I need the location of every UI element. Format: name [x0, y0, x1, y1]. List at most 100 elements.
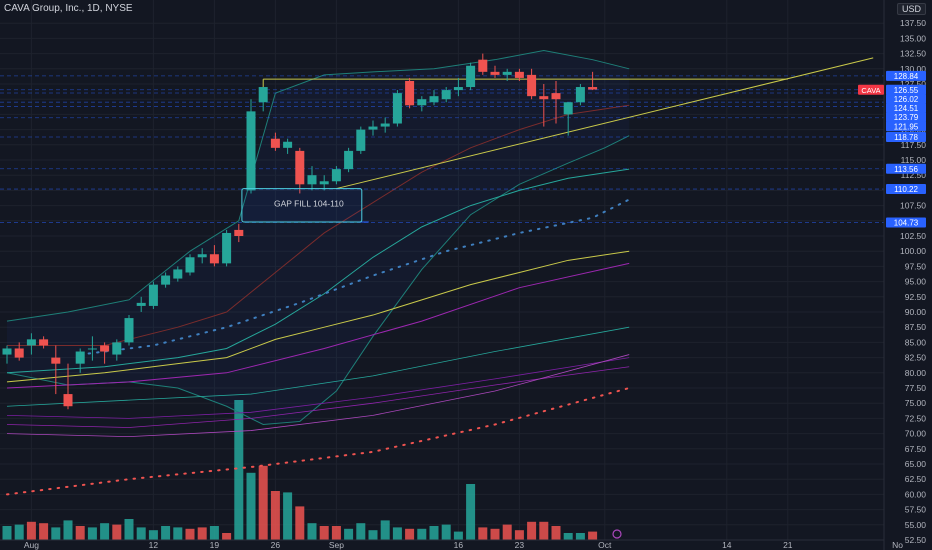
x-tick-label: No	[892, 540, 903, 550]
candle-body	[295, 150, 305, 185]
price-badge-text: 110.22	[894, 185, 918, 194]
volume-bar	[124, 519, 134, 540]
volume-bar	[588, 531, 598, 540]
candlesticks	[2, 53, 622, 539]
y-tick-label: 115.00	[901, 155, 927, 165]
candle-body	[161, 275, 171, 285]
y-tick-label: 117.50	[901, 140, 927, 150]
price-badge-text: 126.55	[894, 86, 919, 95]
overlay-ema-teal	[6, 168, 630, 374]
x-tick-label: 14	[722, 540, 732, 550]
y-tick-label: 75.00	[905, 398, 927, 408]
volume-bars	[2, 400, 598, 540]
y-tick-label: 112.50	[901, 170, 927, 180]
volume-bar	[307, 523, 317, 540]
x-tick-label: 19	[210, 540, 220, 550]
overlay-sma-purple2	[6, 357, 630, 419]
trend-line	[336, 57, 874, 190]
candle-body	[100, 345, 110, 352]
y-tick-label: 127.50	[900, 79, 926, 89]
y-tick-label: 85.00	[905, 337, 927, 347]
price-badge-text: 104.73	[894, 218, 919, 227]
candle-body	[26, 339, 36, 346]
y-tick-label: 65.00	[905, 459, 927, 469]
y-tick-label: 92.50	[905, 292, 927, 302]
x-tick-label: 12	[149, 540, 159, 550]
currency-selector[interactable]: USD	[896, 3, 926, 15]
price-badge	[886, 84, 926, 95]
y-tick-label: 52.50	[905, 535, 927, 545]
y-tick-label: 57.50	[905, 505, 927, 515]
volume-bar	[527, 521, 537, 540]
y-tick-label: 87.50	[905, 322, 927, 332]
price-axis: 137.50135.00132.50130.00127.50125.00122.…	[858, 0, 932, 550]
overlay-bb-basis	[7, 104, 630, 346]
volume-bar	[380, 520, 390, 540]
candle-body	[197, 254, 207, 258]
y-tick-label: 80.00	[905, 368, 927, 378]
volume-bar	[173, 527, 183, 540]
x-tick-label: 26	[271, 540, 281, 550]
candle-body	[453, 87, 463, 91]
x-tick-label: Sep	[329, 540, 344, 550]
price-badge	[886, 112, 926, 123]
volume-bar	[209, 526, 219, 540]
candle-body	[75, 351, 85, 364]
volume-bar	[75, 526, 85, 540]
candle-body	[539, 96, 549, 100]
volume-bar	[246, 472, 256, 540]
y-tick-label: 72.50	[905, 413, 927, 423]
y-tick-label: 62.50	[905, 474, 927, 484]
volume-bar	[575, 533, 585, 540]
volume-bar	[185, 528, 195, 540]
overlay-sma-teal2	[6, 326, 630, 407]
volume-bar	[148, 530, 158, 540]
volume-bar	[161, 526, 171, 540]
price-badge	[886, 103, 926, 114]
candle-body	[344, 150, 354, 170]
symbol-title: CAVA Group, Inc., 1D, NYSE	[4, 3, 133, 14]
overlay-sma-purple	[6, 262, 630, 389]
candle-body	[39, 339, 49, 346]
overlay-bb-lower	[6, 135, 630, 425]
y-tick-label: 70.00	[905, 429, 927, 439]
candle-body	[51, 357, 61, 364]
last-price-ticker-text: CAVA	[861, 86, 880, 95]
candle-body	[173, 269, 183, 279]
price-badge	[886, 132, 926, 143]
volume-bar	[331, 526, 341, 540]
volume-bar	[234, 400, 244, 540]
volume-bar	[39, 523, 49, 540]
price-badge	[886, 93, 926, 104]
volume-bar	[344, 528, 354, 540]
volume-bar	[466, 484, 476, 540]
volume-bar	[368, 530, 378, 540]
price-badge-text: 113.56	[894, 165, 918, 174]
candle-body	[429, 96, 439, 103]
candle-body	[136, 302, 146, 306]
price-badge-text: 118.78	[894, 133, 918, 142]
gap-fill-box	[241, 188, 363, 223]
price-badge-top	[886, 70, 926, 81]
volume-bar	[26, 521, 36, 540]
y-tick-label: 95.00	[905, 277, 927, 287]
candle-body	[551, 93, 561, 100]
y-tick-label: 132.50	[900, 49, 926, 59]
candle-body	[380, 123, 390, 127]
price-badge-text: 124.51	[894, 104, 919, 113]
candle-body	[87, 348, 97, 350]
volume-bar	[283, 492, 293, 540]
x-tick-label: Oct	[598, 540, 612, 550]
candle-body	[307, 175, 317, 185]
volume-bar	[258, 465, 268, 540]
volume-bar	[514, 530, 524, 540]
candle-body	[234, 229, 244, 236]
overlay-sma-purple3	[6, 366, 630, 428]
price-badge	[886, 184, 926, 195]
y-tick-label: 137.50	[900, 18, 926, 28]
event-marker-icon	[612, 529, 622, 539]
overlay-dotted-red	[6, 387, 631, 496]
volume-bar	[392, 527, 402, 540]
candle-body	[405, 80, 415, 106]
